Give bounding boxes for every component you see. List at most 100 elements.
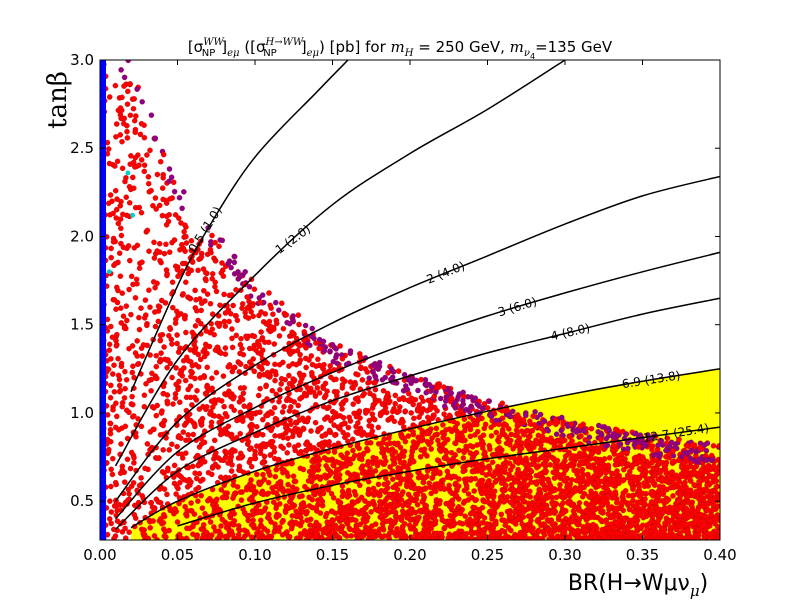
scatter-point [115,287,121,294]
scatter-point [336,466,343,472]
scatter-point [250,356,256,362]
scatter-point [192,470,198,476]
scatter-point [219,415,225,422]
scatter-point [121,325,128,331]
title-part1-sub: NP [202,48,216,59]
scatter-point [487,446,493,452]
scatter-point [399,508,406,514]
scatter-point [625,445,631,452]
scatter-point [250,345,256,352]
scatter-point [663,498,670,505]
scatter-point [357,429,364,435]
scatter-point [127,161,133,167]
scatter-point [654,508,661,514]
scatter-point [601,456,608,462]
scatter-point [429,415,436,422]
scatter-point [655,460,662,466]
scatter-point [547,482,554,489]
scatter-point [412,527,418,533]
scatter-point [695,506,701,513]
scatter-point [560,500,566,506]
scatter-point [581,428,587,434]
scatter-point [713,478,720,484]
scatter-point [304,385,311,391]
scatter-point [149,370,155,377]
scatter-point [638,509,645,516]
scatter-point [380,388,387,394]
scatter-point [599,424,606,430]
scatter-point [209,385,215,391]
scatter-point [151,533,158,539]
scatter-point [381,454,388,460]
scatter-point [420,492,427,499]
scatter-point [471,488,477,494]
scatter-point [131,96,137,102]
scatter-point [540,437,546,444]
scatter-point [648,489,655,495]
scatter-point [646,521,652,527]
scatter-point [163,213,170,220]
scatter-point [468,404,474,411]
scatter-point [228,468,235,474]
scatter-point [488,424,494,431]
scatter-point [520,431,527,437]
scatter-point [183,329,189,336]
scatter-point [181,422,188,428]
scatter-point [457,510,464,517]
scatter-point [568,462,575,469]
scatter-point [275,528,282,534]
scatter-point [642,501,648,507]
scatter-point [268,305,274,311]
scatter-point [108,323,114,330]
scatter-point [110,210,116,217]
scatter-point [221,403,227,410]
scatter-point [359,470,366,476]
scatter-point [166,166,173,172]
scatter-point [175,386,181,393]
scatter-point [155,303,162,309]
scatter-point [654,451,660,458]
scatter-point [427,406,434,413]
scatter-point [548,531,555,538]
scatter-point [585,461,591,467]
scatter-point [160,520,167,526]
scatter-point [363,518,370,524]
scatter-point [550,501,556,508]
title-mnu-value: =135 GeV [535,38,613,56]
scatter-point [255,532,262,539]
scatter-point [113,400,119,406]
scatter-point [544,456,550,463]
scatter-point [580,476,586,482]
scatter-point [320,385,327,391]
scatter-point [447,523,454,529]
scatter-point [157,257,163,264]
scatter-point [467,511,474,517]
scatter-point [712,473,719,479]
scatter-point [221,291,227,298]
scatter-point [216,243,222,250]
scatter-point [122,535,129,540]
scatter-point [206,343,213,350]
scatter-point [290,473,297,479]
scatter-point [397,459,404,466]
scatter-point [372,468,379,474]
scatter-point [658,477,665,483]
scatter-point [576,462,583,468]
scatter-point [131,117,138,124]
scatter-point [244,513,251,519]
scatter-point [446,457,452,464]
scatter-point [350,455,356,462]
scatter-point [246,496,253,503]
scatter-point [108,520,114,527]
scatter-point [171,188,178,195]
scatter-point [391,529,397,536]
scatter-point [250,517,256,523]
scatter-point [549,521,556,527]
scatter-point [114,331,120,338]
scatter-point [279,409,286,415]
scatter-point [138,475,144,481]
scatter-point [226,362,233,368]
scatter-point [123,377,130,383]
scatter-point [590,500,596,507]
scatter-point [405,390,412,397]
